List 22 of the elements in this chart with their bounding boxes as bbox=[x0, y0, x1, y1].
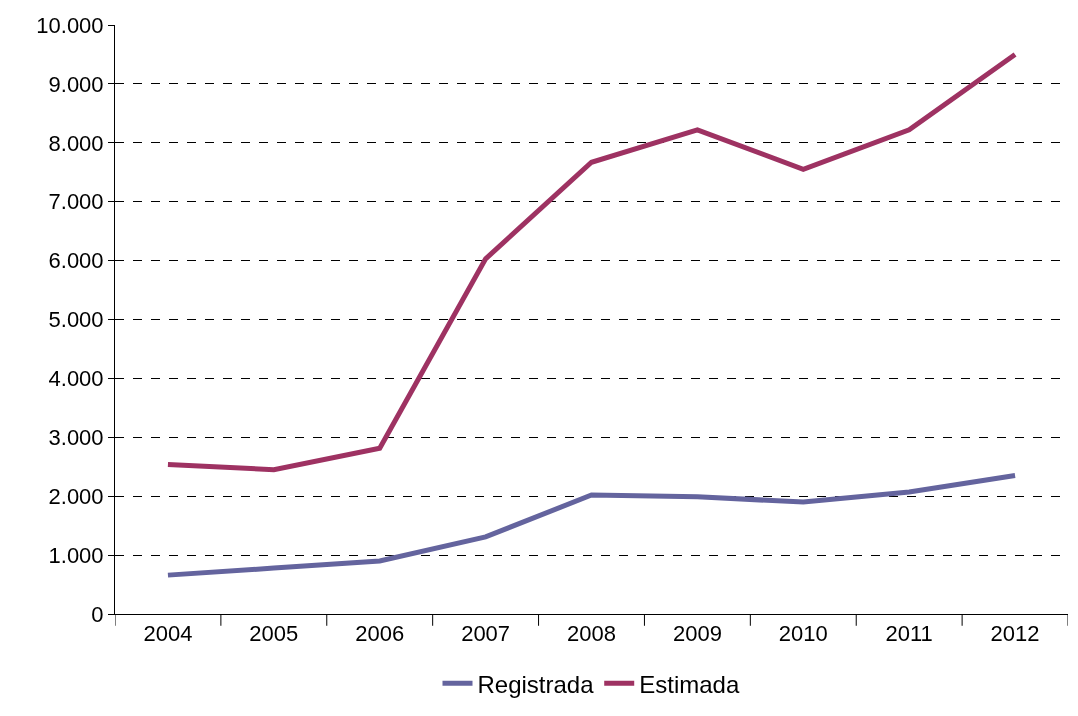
x-tick-label: 2010 bbox=[778, 621, 828, 647]
x-tick-label: 2012 bbox=[990, 621, 1040, 647]
y-tick-label: 2.000 bbox=[48, 483, 104, 509]
y-tick-label: 10.000 bbox=[36, 12, 104, 38]
y-tick-label: 8.000 bbox=[48, 130, 104, 156]
x-tick-label: 2007 bbox=[461, 621, 511, 647]
y-tick-label: 9.000 bbox=[48, 71, 104, 97]
legend-label: Registrada bbox=[477, 670, 595, 698]
y-tick-label: 1.000 bbox=[48, 542, 104, 568]
y-tick-label: 4.000 bbox=[48, 366, 104, 392]
x-tick-label: 2005 bbox=[249, 621, 299, 647]
x-tick-label: 2006 bbox=[355, 621, 405, 647]
y-tick-label: 6.000 bbox=[48, 248, 104, 274]
legend-label: Estimada bbox=[639, 670, 740, 698]
x-tick-label: 2008 bbox=[567, 621, 616, 647]
y-tick-label: 3.000 bbox=[48, 425, 104, 450]
x-tick-label: 2009 bbox=[672, 621, 722, 647]
x-tick-label: 2004 bbox=[143, 621, 193, 647]
y-tick-label: 5.000 bbox=[48, 307, 104, 333]
y-tick-label: 7.000 bbox=[48, 189, 104, 215]
y-tick-label: 0 bbox=[91, 601, 104, 627]
x-tick-label: 2011 bbox=[885, 621, 933, 647]
